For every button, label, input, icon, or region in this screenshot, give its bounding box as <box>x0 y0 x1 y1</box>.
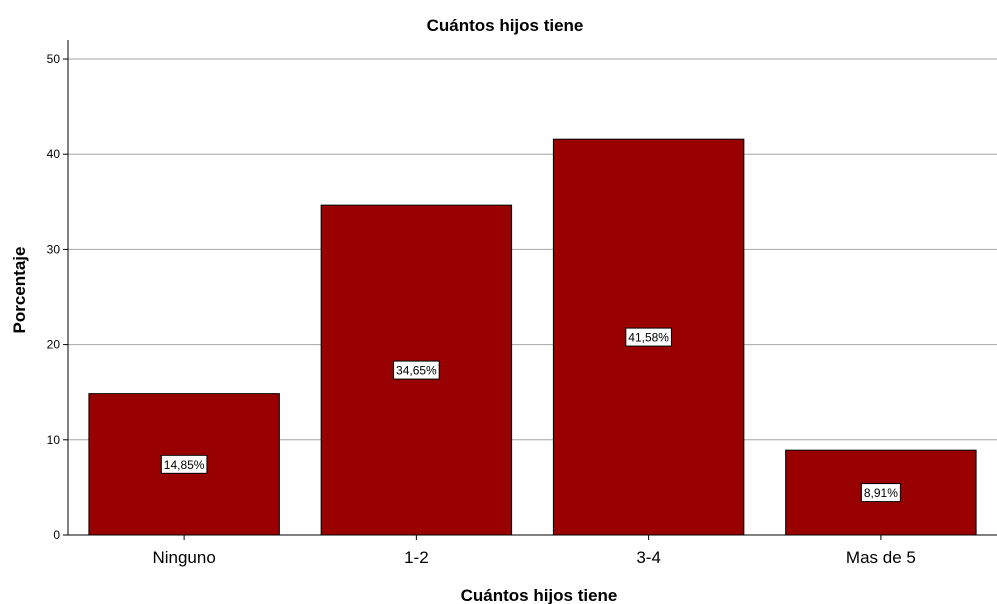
x-tick-label: 1-2 <box>404 548 429 567</box>
gridlines <box>68 58 997 441</box>
data-label: 41,58% <box>628 331 669 345</box>
data-labels: 14,85% 34,65% 41,58% 8,91% <box>160 327 901 503</box>
data-label-box <box>160 454 208 474</box>
data-label: 34,65% <box>396 364 437 378</box>
bars <box>88 138 977 536</box>
y-tick-label: 20 <box>47 338 61 352</box>
y-axis-title: Porcentaje <box>10 247 29 334</box>
data-label: 14,85% <box>164 458 205 472</box>
data-label-box <box>393 360 440 380</box>
y-tick-label: 0 <box>53 528 60 542</box>
x-tick-label: 3-4 <box>636 548 661 567</box>
y-tick-label: 30 <box>47 242 61 256</box>
x-axis-title: Cuántos hijos tiene <box>461 586 618 604</box>
x-tick-label: Ninguno <box>152 548 215 567</box>
y-tick-label: 40 <box>47 147 61 161</box>
data-label-box <box>625 327 672 347</box>
x-axis-ticks: Ninguno 1-2 3-4 Mas de 5 <box>152 535 916 567</box>
data-label-box <box>860 483 901 503</box>
chart-title: Cuántos hijos tiene <box>427 16 584 35</box>
data-label: 8,91% <box>864 486 898 500</box>
x-tick-label: Mas de 5 <box>846 548 916 567</box>
y-axis-ticks: 0 10 20 30 40 50 <box>47 52 68 542</box>
y-tick-label: 50 <box>47 52 61 66</box>
y-tick-label: 10 <box>47 433 61 447</box>
